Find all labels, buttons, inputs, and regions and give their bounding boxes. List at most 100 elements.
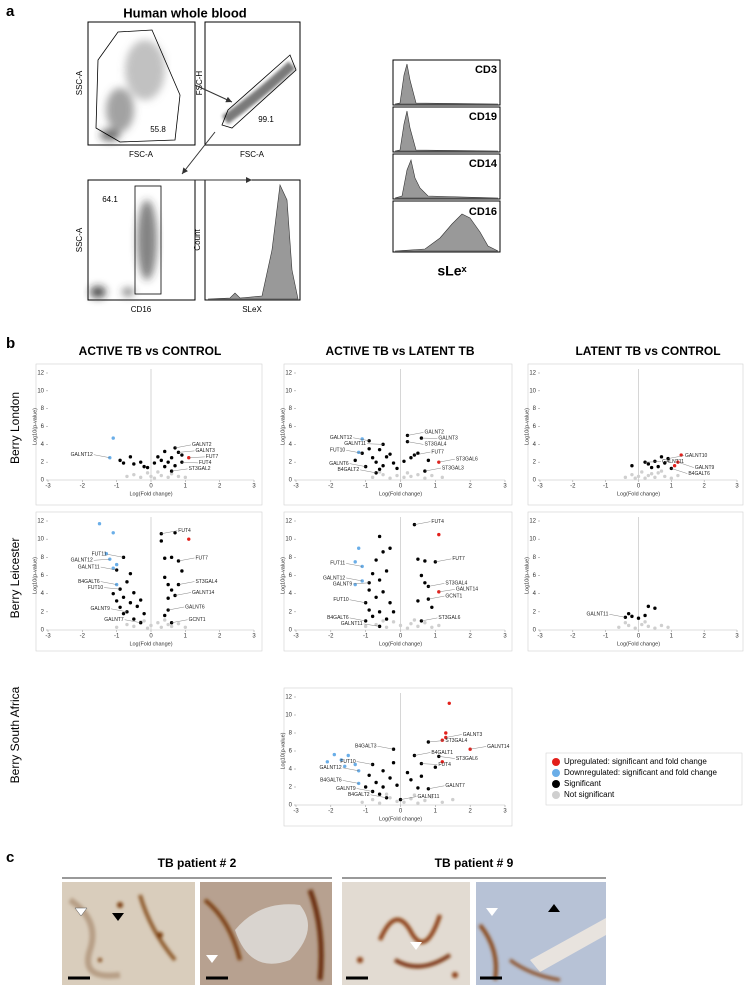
- leader-line: [428, 583, 445, 587]
- y-tick-label: 0: [41, 478, 45, 484]
- gene-label: GALNT9: [333, 581, 353, 587]
- point: [437, 754, 441, 759]
- panel-title: Human whole blood: [123, 5, 247, 20]
- y-tick-label: 0: [289, 803, 293, 809]
- y-tick-label: 10: [37, 537, 44, 543]
- point: [423, 469, 427, 473]
- x-tick-label: -3: [293, 634, 299, 640]
- legend-swatch: [552, 780, 560, 788]
- point: [437, 532, 441, 537]
- legend-label: Not significant: [564, 790, 615, 799]
- leader-line: [174, 592, 192, 596]
- gene-label: FUT10: [330, 448, 346, 454]
- point: [114, 599, 119, 603]
- point: [384, 455, 389, 459]
- point: [433, 560, 438, 564]
- gene-label: B4GALT1: [431, 750, 453, 756]
- leader-line: [110, 608, 128, 613]
- point: [402, 459, 406, 463]
- point: [176, 474, 181, 479]
- point: [412, 522, 417, 527]
- arrowhead: [74, 907, 88, 917]
- gate: [134, 185, 162, 295]
- y-tick-label: 10: [37, 388, 44, 394]
- group-title: TB patient # 2: [158, 856, 237, 870]
- leader-line: [349, 617, 366, 622]
- point: [409, 778, 413, 782]
- y-tick-label: 12: [529, 519, 536, 525]
- point: [163, 556, 167, 560]
- group-title: TB patient # 9: [435, 856, 514, 870]
- gene-label: GALNT11: [418, 794, 440, 800]
- leader-line: [174, 444, 192, 449]
- point: [152, 476, 157, 480]
- leader-line: [100, 581, 117, 585]
- gene-label: GALNT12: [71, 558, 93, 564]
- gene-label: FUT7: [195, 555, 208, 561]
- y-axis-label: Log10(p-value): [280, 732, 286, 769]
- leader-line: [356, 788, 373, 792]
- point: [125, 580, 129, 584]
- x-tick-label: 2: [702, 634, 706, 640]
- point: [142, 464, 146, 469]
- point: [381, 769, 385, 773]
- point: [128, 601, 133, 605]
- plot-frame: [283, 511, 513, 652]
- point: [166, 582, 170, 587]
- point: [391, 761, 396, 765]
- point: [163, 613, 167, 618]
- point: [381, 472, 385, 477]
- point: [663, 461, 667, 465]
- staining: [357, 914, 458, 978]
- point: [104, 552, 109, 556]
- point: [416, 786, 420, 790]
- y-tick-label: 10: [529, 388, 536, 394]
- x-tick-label: 2: [218, 634, 222, 640]
- point: [163, 618, 167, 622]
- point: [653, 475, 657, 480]
- gene-label: B4GALT6: [78, 579, 100, 585]
- point: [125, 610, 129, 614]
- point: [360, 437, 364, 441]
- point: [447, 701, 451, 705]
- point: [426, 787, 431, 791]
- gene-label: ST3GAL4: [445, 738, 467, 744]
- y-tick-label: 4: [289, 767, 293, 773]
- leader-line: [93, 454, 110, 458]
- x-axis-label: Log(Fold change): [379, 641, 422, 647]
- x-tick-label: -3: [45, 634, 51, 640]
- point: [152, 461, 157, 465]
- point: [339, 758, 343, 762]
- point: [353, 762, 357, 767]
- legend-swatch: [552, 769, 560, 777]
- axis-label: FSC-A: [240, 150, 265, 159]
- point: [430, 625, 434, 629]
- axis-label: FSC-H: [195, 71, 204, 96]
- panel-label: b: [6, 335, 15, 352]
- point: [423, 798, 427, 803]
- legend-label: Significant: [564, 779, 602, 788]
- point: [384, 569, 389, 573]
- point: [640, 470, 644, 474]
- point: [156, 455, 160, 459]
- micrograph: [342, 882, 470, 985]
- point: [636, 616, 641, 620]
- y-tick-label: 8: [289, 731, 293, 737]
- x-tick-label: -1: [603, 484, 609, 490]
- y-tick-label: 10: [529, 537, 536, 543]
- point: [412, 453, 417, 457]
- point: [367, 608, 371, 612]
- point: [180, 460, 184, 464]
- plot-frame: [35, 363, 263, 506]
- arrowhead: [486, 908, 498, 916]
- y-axis-label: Log10(p-value): [280, 557, 286, 594]
- gene-label: B4GALT2: [348, 792, 370, 798]
- x-tick-label: -3: [45, 484, 51, 490]
- point: [374, 558, 378, 562]
- column-title: ACTIVE TB vs LATENT TB: [325, 344, 474, 358]
- histogram: [394, 110, 499, 152]
- x-axis-label: Log(Fold change): [617, 491, 660, 497]
- point: [388, 601, 392, 605]
- axis-label: CD16: [131, 305, 152, 314]
